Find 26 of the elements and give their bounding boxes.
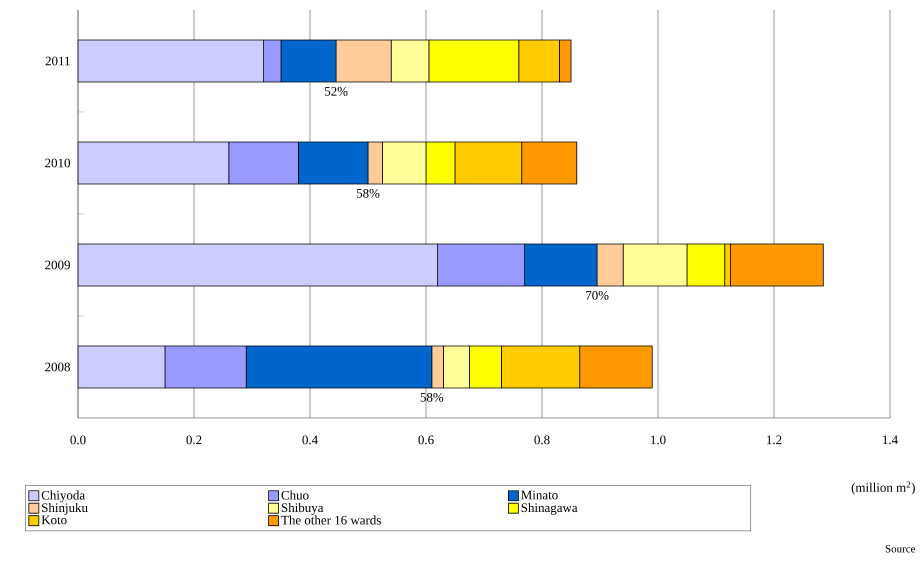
x-tick-label: 1.4 (883, 436, 898, 444)
text: Source (886, 545, 916, 552)
x-tick-label: 0.8 (534, 436, 550, 444)
legend-label: Minato (521, 490, 558, 500)
x-tick-label: 0.4 (302, 436, 318, 444)
annotation: 70% (586, 290, 609, 300)
y-tick-label: 2008 (45, 362, 70, 372)
y-tick-label: 2010 (45, 158, 70, 168)
annotation: 58% (356, 188, 380, 198)
x-tick-label: 0.6 (418, 436, 434, 444)
legend-label: Shibuya (282, 502, 324, 515)
annotation: 52% (324, 86, 348, 96)
x-tick-label: 0.2 (186, 436, 202, 444)
x-tick-label: 1.0 (651, 436, 666, 444)
legend-label: Koto (42, 516, 67, 524)
y-tick-label: 2009 (45, 260, 70, 270)
x-axis-title: (million m$^{2}$) (852, 481, 915, 495)
legend-label: Chiyoda (42, 490, 85, 502)
annotation: 58% (420, 392, 444, 402)
y-tick-label: 2011 (46, 56, 70, 66)
legend-label: Chuo (282, 490, 309, 500)
x-tick-label: 1.2 (767, 436, 782, 444)
legend-label: The other 16 wards (281, 515, 381, 525)
x-tick-label: 0.0 (70, 436, 86, 444)
legend-label: Shinagawa (522, 502, 578, 515)
legend-label: Shinjuku (42, 502, 88, 515)
